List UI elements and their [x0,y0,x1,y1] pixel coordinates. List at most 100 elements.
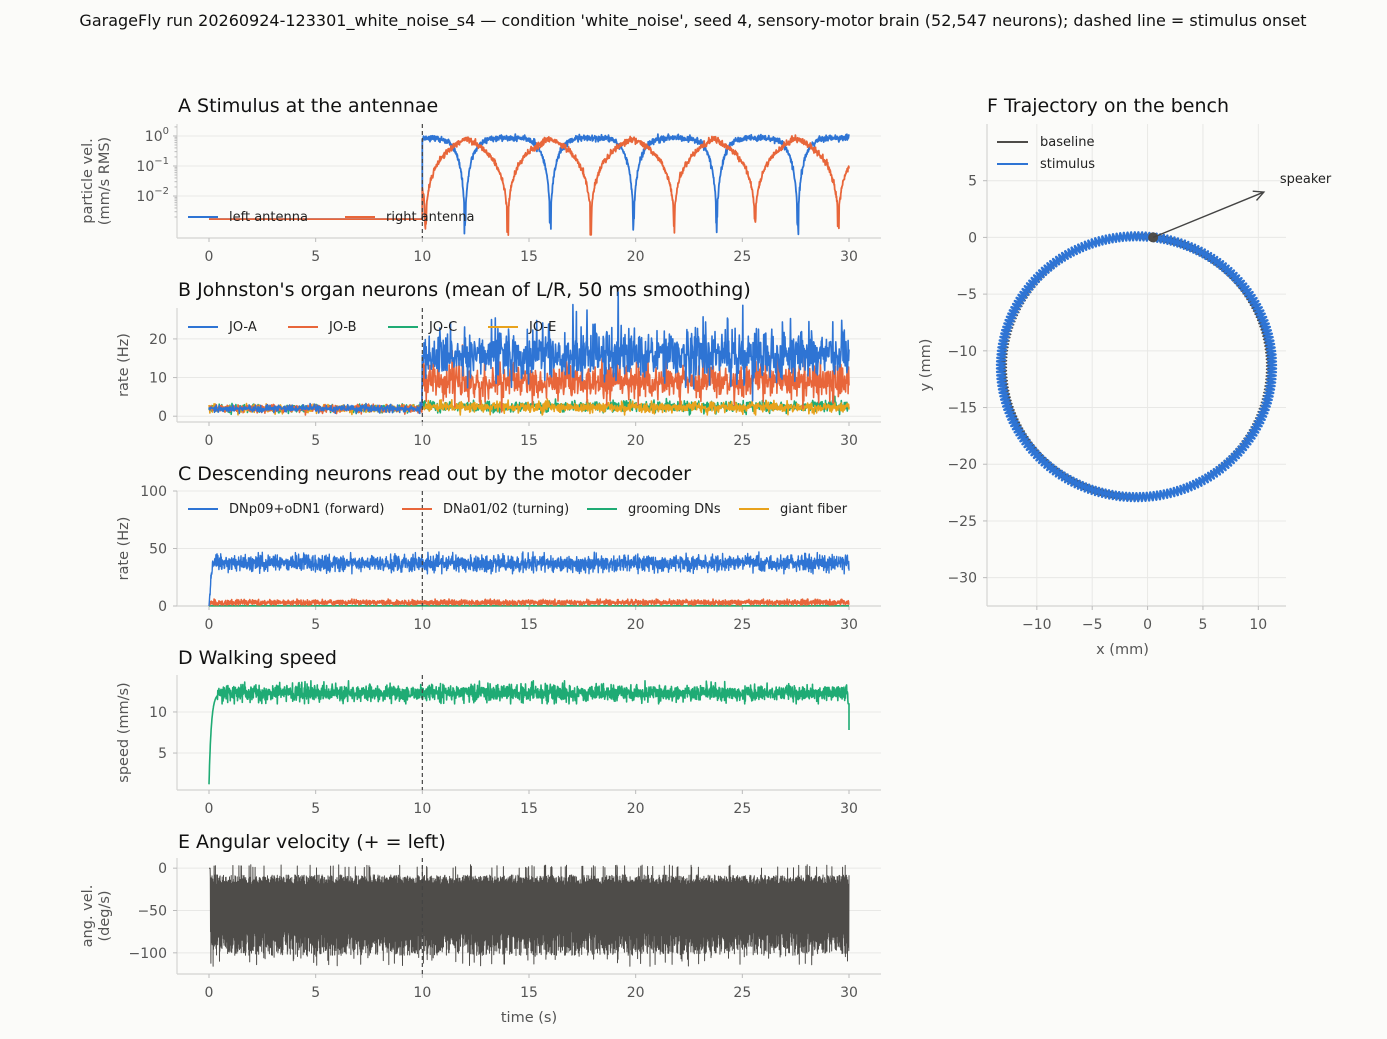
series-line-left-antenna [209,133,850,236]
x-tick-label: 20 [627,433,645,449]
x-tick-label: 30 [840,249,858,265]
x-tick-label: 15 [520,985,538,1001]
legend-entry: JO-B [288,320,357,335]
x-tick-label: 5 [311,985,320,1001]
x-tick-label: 25 [733,433,751,449]
legend-label: JO-A [228,320,257,335]
panel-a: 0 5 10 15 20 25 30 100 10−1 10−2 particle vel. (mm/… [80,95,881,265]
x-tick-label: 5 [311,801,320,817]
legend-label: DNa01/02 (turning) [443,502,569,517]
y-tick-label: 20 [149,332,167,348]
speaker-label: speaker [1280,172,1332,187]
y-tick-label: −5 [956,287,977,303]
x-tick-label: 30 [840,433,858,449]
x-tick-label: 10 [413,249,431,265]
y-tick-label: 10−2 [136,186,169,205]
x-axis-label: time (s) [501,1010,557,1026]
y-tick-exponent: 0 [163,126,169,137]
y-axis-label: y (mm) [918,339,934,392]
x-tick-label: 20 [627,801,645,817]
x-tick-label: 20 [627,985,645,1001]
y-tick-label: −100 [129,946,167,962]
panel-title: B Johnston's organ neurons (mean of L/R,… [178,279,751,301]
legend-entry: left antenna [188,210,308,225]
series-line-angular-velocity [208,864,850,967]
x-tick-label: 5 [1198,617,1207,633]
y-axis-label: ang. vel. [80,885,96,948]
y-tick-label: −10 [947,344,977,360]
y-tick-label: 0 [158,599,167,615]
x-tick-label: 10 [413,433,431,449]
x-tick-label: 5 [311,433,320,449]
y-axis-label: (deg/s) [97,890,113,941]
legend-entry: DNp09+oDN1 (forward) [188,502,385,517]
legend-label: baseline [1040,135,1094,150]
x-axis-label: x (mm) [1096,642,1149,658]
x-tick-label: 30 [840,985,858,1001]
panel-title: A Stimulus at the antennae [178,95,438,117]
x-tick-label: 15 [520,249,538,265]
panel-e: 0 5 10 15 20 25 30 0 −50 −100 ang. vel. (deg/s) time… [80,831,881,1026]
x-tick-label: 25 [733,249,751,265]
legend-label: JO-C [428,320,457,335]
x-tick-label: 25 [733,801,751,817]
legend-label: DNp09+oDN1 (forward) [229,502,385,517]
series-line-right-antenna [209,134,850,236]
panel-c: 0 5 10 15 20 25 30 0 50 100 rate (Hz) C Descending … [116,463,881,633]
x-tick-label: 0 [205,249,214,265]
x-tick-label: 30 [840,801,858,817]
legend-label: right antenna [386,210,474,225]
legend-label: giant fiber [780,502,848,517]
x-tick-label: 10 [1249,617,1267,633]
y-tick-label: −25 [947,514,977,530]
panel-d: 0 5 10 15 20 25 30 5 10 speed (mm/s) D Walking spe… [116,647,881,817]
series-line-turning-dn [208,598,850,606]
y-axis-label: particle vel. [80,138,96,223]
x-tick-label: 0 [205,801,214,817]
panel-title: C Descending neurons read out by the mot… [178,463,691,485]
legend-entry: JO-C [388,320,457,335]
x-tick-label: 25 [733,985,751,1001]
y-tick-label: 50 [149,542,167,558]
legend-entry: JO-A [188,320,257,335]
legend-entry: DNa01/02 (turning) [402,502,569,517]
x-tick-label: 15 [520,801,538,817]
y-axis-label: (mm/s RMS) [97,137,113,225]
y-axis-label: speed (mm/s) [116,682,132,782]
y-tick-label: 0 [158,861,167,877]
x-tick-label: 15 [520,433,538,449]
x-tick-label: 15 [520,617,538,633]
y-tick-exponent: −1 [154,156,169,167]
panel-title: E Angular velocity (+ = left) [178,831,446,853]
x-tick-label: 20 [627,617,645,633]
panel-title: D Walking speed [178,647,337,669]
y-tick-label: 0 [968,230,977,246]
y-tick-label: −30 [947,571,977,587]
x-tick-label: 20 [627,249,645,265]
legend-label: JO-B [328,320,357,335]
speaker-arrowhead [1252,190,1266,201]
x-tick-label: 30 [840,617,858,633]
y-tick-label: 0 [158,409,167,425]
x-tick-label: −10 [1022,617,1052,633]
panel-f: −10 −5 0 5 10 5 0 −5 −10 −15 −20 −25 −30 y (mm) x (mm)… [918,95,1332,658]
y-tick-label: −20 [947,457,977,473]
y-tick-label: 5 [968,174,977,190]
x-tick-label: 0 [205,433,214,449]
panel-b: 0 5 10 15 20 25 30 0 10 20 rate (Hz) B Johnston's o… [116,279,881,449]
panel-title: F Trajectory on the bench [987,95,1229,117]
y-tick-label: 10 [149,371,167,387]
y-tick-exponent: −2 [154,186,169,197]
x-tick-label: 0 [205,617,214,633]
y-tick-label: −50 [137,903,167,919]
x-tick-label: 10 [413,617,431,633]
figure-suptitle: GarageFly run 20260924-123301_white_nois… [79,11,1306,31]
y-axis-label: rate (Hz) [116,333,132,397]
y-tick-label: 100 [140,484,167,500]
x-tick-label: 10 [413,801,431,817]
x-tick-label: 10 [413,985,431,1001]
x-tick-label: 0 [1143,617,1152,633]
x-tick-label: −5 [1082,617,1103,633]
legend-entry: baseline [997,135,1094,150]
